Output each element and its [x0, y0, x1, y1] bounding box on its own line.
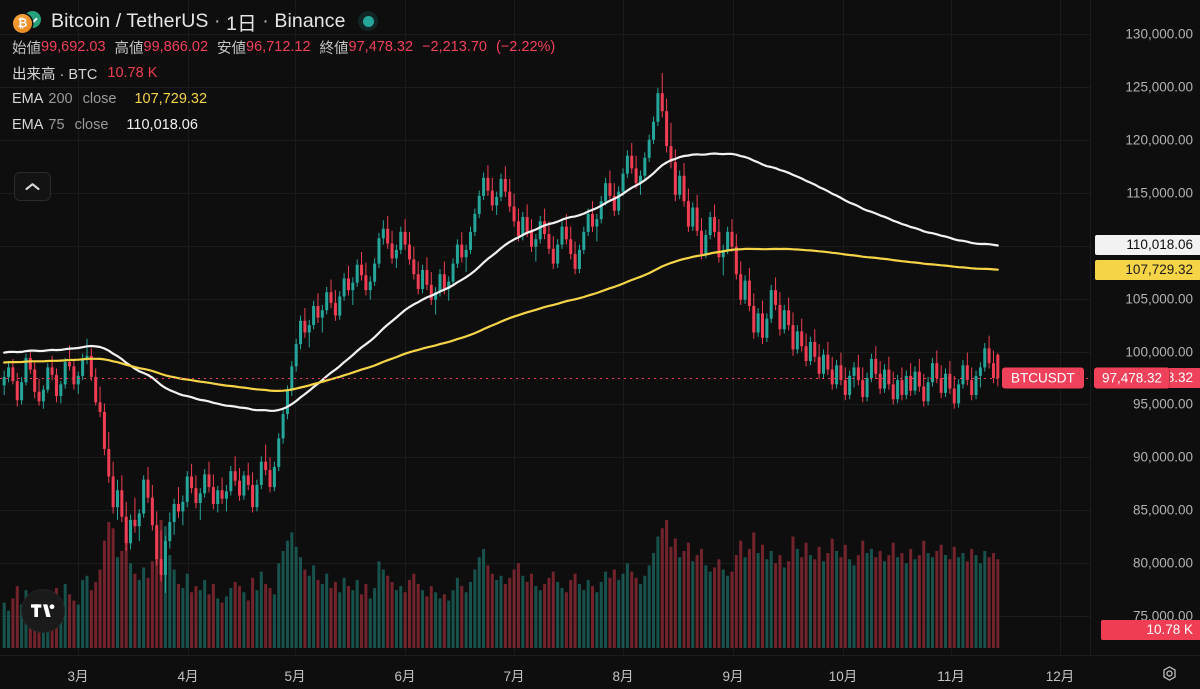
time-axis-tick: 6月	[394, 669, 416, 684]
tradingview-logo-icon	[31, 604, 55, 617]
time-axis-tick: 7月	[503, 669, 525, 684]
chart-series	[0, 73, 1090, 648]
price-axis-tick: 120,000.00	[1125, 132, 1193, 148]
chevron-up-icon	[25, 182, 40, 190]
price-axis-badge-white: 110,018.06	[1095, 235, 1200, 256]
tradingview-logo[interactable]	[22, 590, 64, 632]
time-axis-tick: 8月	[612, 669, 634, 684]
last-price-ticker-pill: BTCUSDT 97,478.32	[1002, 367, 1171, 389]
time-axis-tick: 12月	[1045, 669, 1075, 684]
price-axis-tick: 90,000.00	[1132, 449, 1193, 465]
time-axis-tick: 10月	[828, 669, 858, 684]
time-axis[interactable]: 3月 4月 5月 6月 7月 8月 9月 10月 11月 12月	[0, 655, 1200, 689]
price-axis-tick: 130,000.00	[1125, 26, 1193, 42]
chart-plot-area[interactable]	[0, 0, 1090, 655]
price-axis[interactable]: 130,000.00 125,000.00 120,000.00 115,000.00…	[1090, 0, 1200, 655]
price-axis-tick: 95,000.00	[1132, 396, 1193, 412]
price-axis-tick: 125,000.00	[1125, 79, 1193, 95]
chart-settings-button[interactable]	[1158, 663, 1180, 683]
ticker-pill-symbol: BTCUSDT	[1011, 370, 1075, 386]
time-axis-tick: 11月	[937, 669, 965, 684]
ticker-pill-price: 97,478.32	[1094, 367, 1171, 389]
time-axis-tick: 3月	[67, 669, 89, 684]
time-axis-tick: 5月	[284, 669, 306, 684]
volume-axis-badge: 10.78 K	[1101, 620, 1200, 640]
price-axis-tick: 75,000.00	[1132, 608, 1193, 624]
time-axis-tick: 4月	[177, 669, 199, 684]
price-axis-tick: 105,000.00	[1125, 291, 1193, 307]
price-axis-tick: 100,000.00	[1125, 344, 1193, 360]
price-axis-tick: 115,000.00	[1126, 185, 1193, 201]
collapse-legend-button[interactable]	[14, 172, 51, 201]
price-axis-badge-yellow: 107,729.32	[1095, 259, 1200, 280]
price-axis-tick: 85,000.00	[1132, 502, 1193, 518]
gear-icon	[1162, 665, 1176, 681]
chart-grid	[0, 0, 1090, 655]
time-axis-tick: 9月	[722, 669, 744, 684]
price-axis-tick: 80,000.00	[1132, 555, 1193, 571]
